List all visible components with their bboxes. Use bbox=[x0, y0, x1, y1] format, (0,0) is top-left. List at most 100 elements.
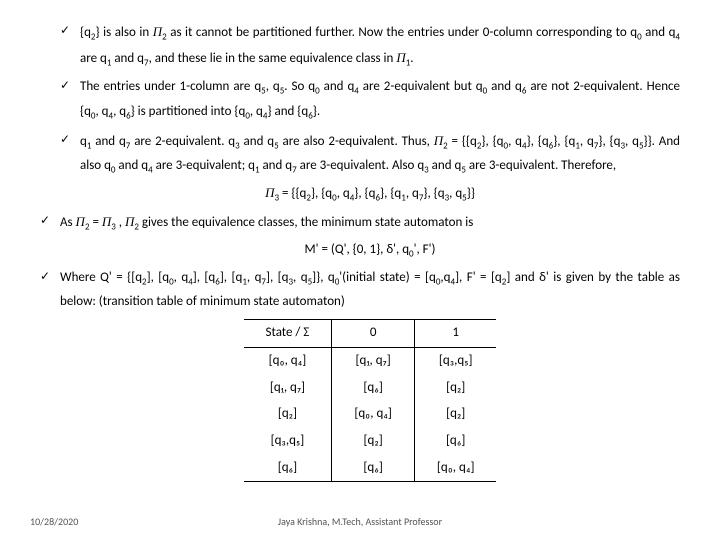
text: }, {q bbox=[527, 134, 549, 149]
text: and q bbox=[642, 25, 676, 40]
text: }, {q bbox=[481, 134, 503, 149]
text: . bbox=[410, 51, 413, 66]
text: M' = (Q', {0, 1}, δ', q bbox=[305, 242, 409, 257]
text: gives the equivalence classes, the minim… bbox=[139, 215, 473, 230]
text: are 2-equivalent. q bbox=[130, 134, 235, 149]
text: {q bbox=[80, 25, 91, 40]
cell: [q₆] bbox=[332, 455, 415, 482]
cell: [q₂] bbox=[244, 401, 332, 428]
footer-author: Jaya Krishna, M.Tech, Assistant Professo… bbox=[0, 515, 720, 528]
text: and q bbox=[320, 79, 355, 94]
text: , q bbox=[449, 186, 462, 201]
text: , q bbox=[95, 104, 108, 119]
bullet-4: As Π2 = Π3 , Π2 gives the equivalence cl… bbox=[40, 210, 680, 236]
bullet-5: Where Q' = {[q2], [q0, q4], [q6], [q1, q… bbox=[40, 266, 680, 315]
text: }, {q bbox=[553, 134, 575, 149]
text: are 3-equivalent. Therefore, bbox=[466, 158, 616, 173]
text: are 3-equivalent. Also q bbox=[297, 158, 424, 173]
text: , q bbox=[247, 270, 262, 285]
table-row: [q₃,q₅][q₂][q₆] bbox=[244, 428, 497, 455]
text: = bbox=[90, 215, 102, 230]
text: , q bbox=[406, 186, 419, 201]
text: , q bbox=[580, 134, 594, 149]
pi: Π bbox=[125, 214, 134, 229]
header-state: State / Σ bbox=[244, 320, 332, 348]
cell: [q₀, q₄] bbox=[332, 401, 415, 428]
slide-content: {q2} is also in Π2 as it cannot be parti… bbox=[0, 0, 720, 482]
text: }, {q bbox=[380, 186, 401, 201]
text: and q bbox=[240, 134, 274, 149]
text: '(initial state) = [q bbox=[339, 270, 436, 285]
text: are q bbox=[80, 51, 107, 66]
text: ], F' = [q bbox=[455, 270, 502, 285]
pi: Π bbox=[434, 133, 443, 148]
text: , and these lie in the same equivalence … bbox=[149, 51, 397, 66]
text: and q bbox=[115, 158, 148, 173]
cell: [q₁, q₇] bbox=[332, 347, 415, 374]
pi3-equation: Π3 = {{q2}, {q0, q4}, {q6}, {q1, q7}, {q… bbox=[60, 183, 680, 206]
text: ], [q bbox=[147, 270, 170, 285]
cell: [q₃,q₅] bbox=[414, 347, 496, 374]
text: ,q bbox=[440, 270, 450, 285]
table-row: [q₆][q₆][q₀, q₄] bbox=[244, 455, 497, 482]
text: The entries under 1-column are q bbox=[80, 79, 261, 94]
cell: [q₀, q₄] bbox=[244, 347, 332, 374]
text: } is partitioned into {q bbox=[131, 104, 246, 119]
text: , q bbox=[337, 186, 350, 201]
header-one: 1 bbox=[414, 320, 496, 348]
text: ], [q bbox=[220, 270, 243, 285]
text: ', F') bbox=[414, 242, 436, 257]
text: }, {q bbox=[598, 134, 620, 149]
text: }, {q bbox=[423, 186, 444, 201]
text: and q bbox=[91, 134, 125, 149]
pi: Π bbox=[76, 214, 85, 229]
header-zero: 0 bbox=[332, 320, 415, 348]
footer-date: 10/28/2020 bbox=[30, 515, 78, 528]
text: Where Q' = {[q bbox=[60, 270, 142, 285]
text: . So q bbox=[284, 79, 315, 94]
text: ], [q bbox=[193, 270, 216, 285]
text: and q bbox=[111, 51, 144, 66]
text: , q bbox=[113, 104, 126, 119]
text: = {{q bbox=[279, 186, 306, 201]
table-header-row: State / Σ 0 1 bbox=[244, 320, 497, 348]
text: , bbox=[116, 215, 125, 230]
sub: 4 bbox=[675, 32, 680, 43]
text: q bbox=[80, 134, 87, 149]
automaton-definition: M' = (Q', {0, 1}, δ', q0', F') bbox=[60, 240, 680, 262]
text: } is also in bbox=[95, 25, 152, 40]
cell: [q₁, q₇] bbox=[244, 375, 332, 402]
table-row: [q₁, q₇][q₆][q₂] bbox=[244, 375, 497, 402]
cell: [q₆] bbox=[414, 428, 496, 455]
text: ], [q bbox=[266, 270, 289, 285]
pi: Π bbox=[396, 50, 405, 65]
text: }. bbox=[313, 104, 320, 119]
cell: [q₂] bbox=[414, 375, 496, 402]
pi: Π bbox=[102, 214, 111, 229]
footer: 10/28/2020 Jaya Krishna, M.Tech, Assista… bbox=[0, 515, 720, 528]
bullet-1: {q2} is also in Π2 as it cannot be parti… bbox=[60, 20, 680, 71]
text: are 3-equivalent; q bbox=[153, 158, 255, 173]
text: , q bbox=[508, 134, 522, 149]
cell: [q₂] bbox=[414, 401, 496, 428]
text: As bbox=[60, 215, 76, 230]
text: = {{q bbox=[448, 134, 477, 149]
cell: [q₆] bbox=[332, 375, 415, 402]
text: are also 2-equivalent. Thus, bbox=[279, 134, 434, 149]
text: , q bbox=[293, 270, 308, 285]
text: }} bbox=[467, 186, 475, 201]
text: and q bbox=[487, 79, 522, 94]
text: ]}, q bbox=[312, 270, 335, 285]
text: are 2-equivalent but q bbox=[359, 79, 483, 94]
text: and q bbox=[260, 158, 293, 173]
transition-table: State / Σ 0 1 [q₀, q₄][q₁, q₇][q₃,q₅] [q… bbox=[244, 319, 497, 482]
text: as it cannot be partitioned further. Now… bbox=[167, 25, 637, 40]
text: , q bbox=[250, 104, 263, 119]
bullet-3: q1 and q7 are 2-equivalent. q3 and q5 ar… bbox=[60, 129, 680, 179]
cell: [q₃,q₅] bbox=[244, 428, 332, 455]
text: , q bbox=[174, 270, 189, 285]
cell: [q₀, q₄] bbox=[414, 455, 496, 482]
text: }, {q bbox=[354, 186, 375, 201]
pi: Π bbox=[153, 24, 162, 39]
text: , q bbox=[625, 134, 639, 149]
